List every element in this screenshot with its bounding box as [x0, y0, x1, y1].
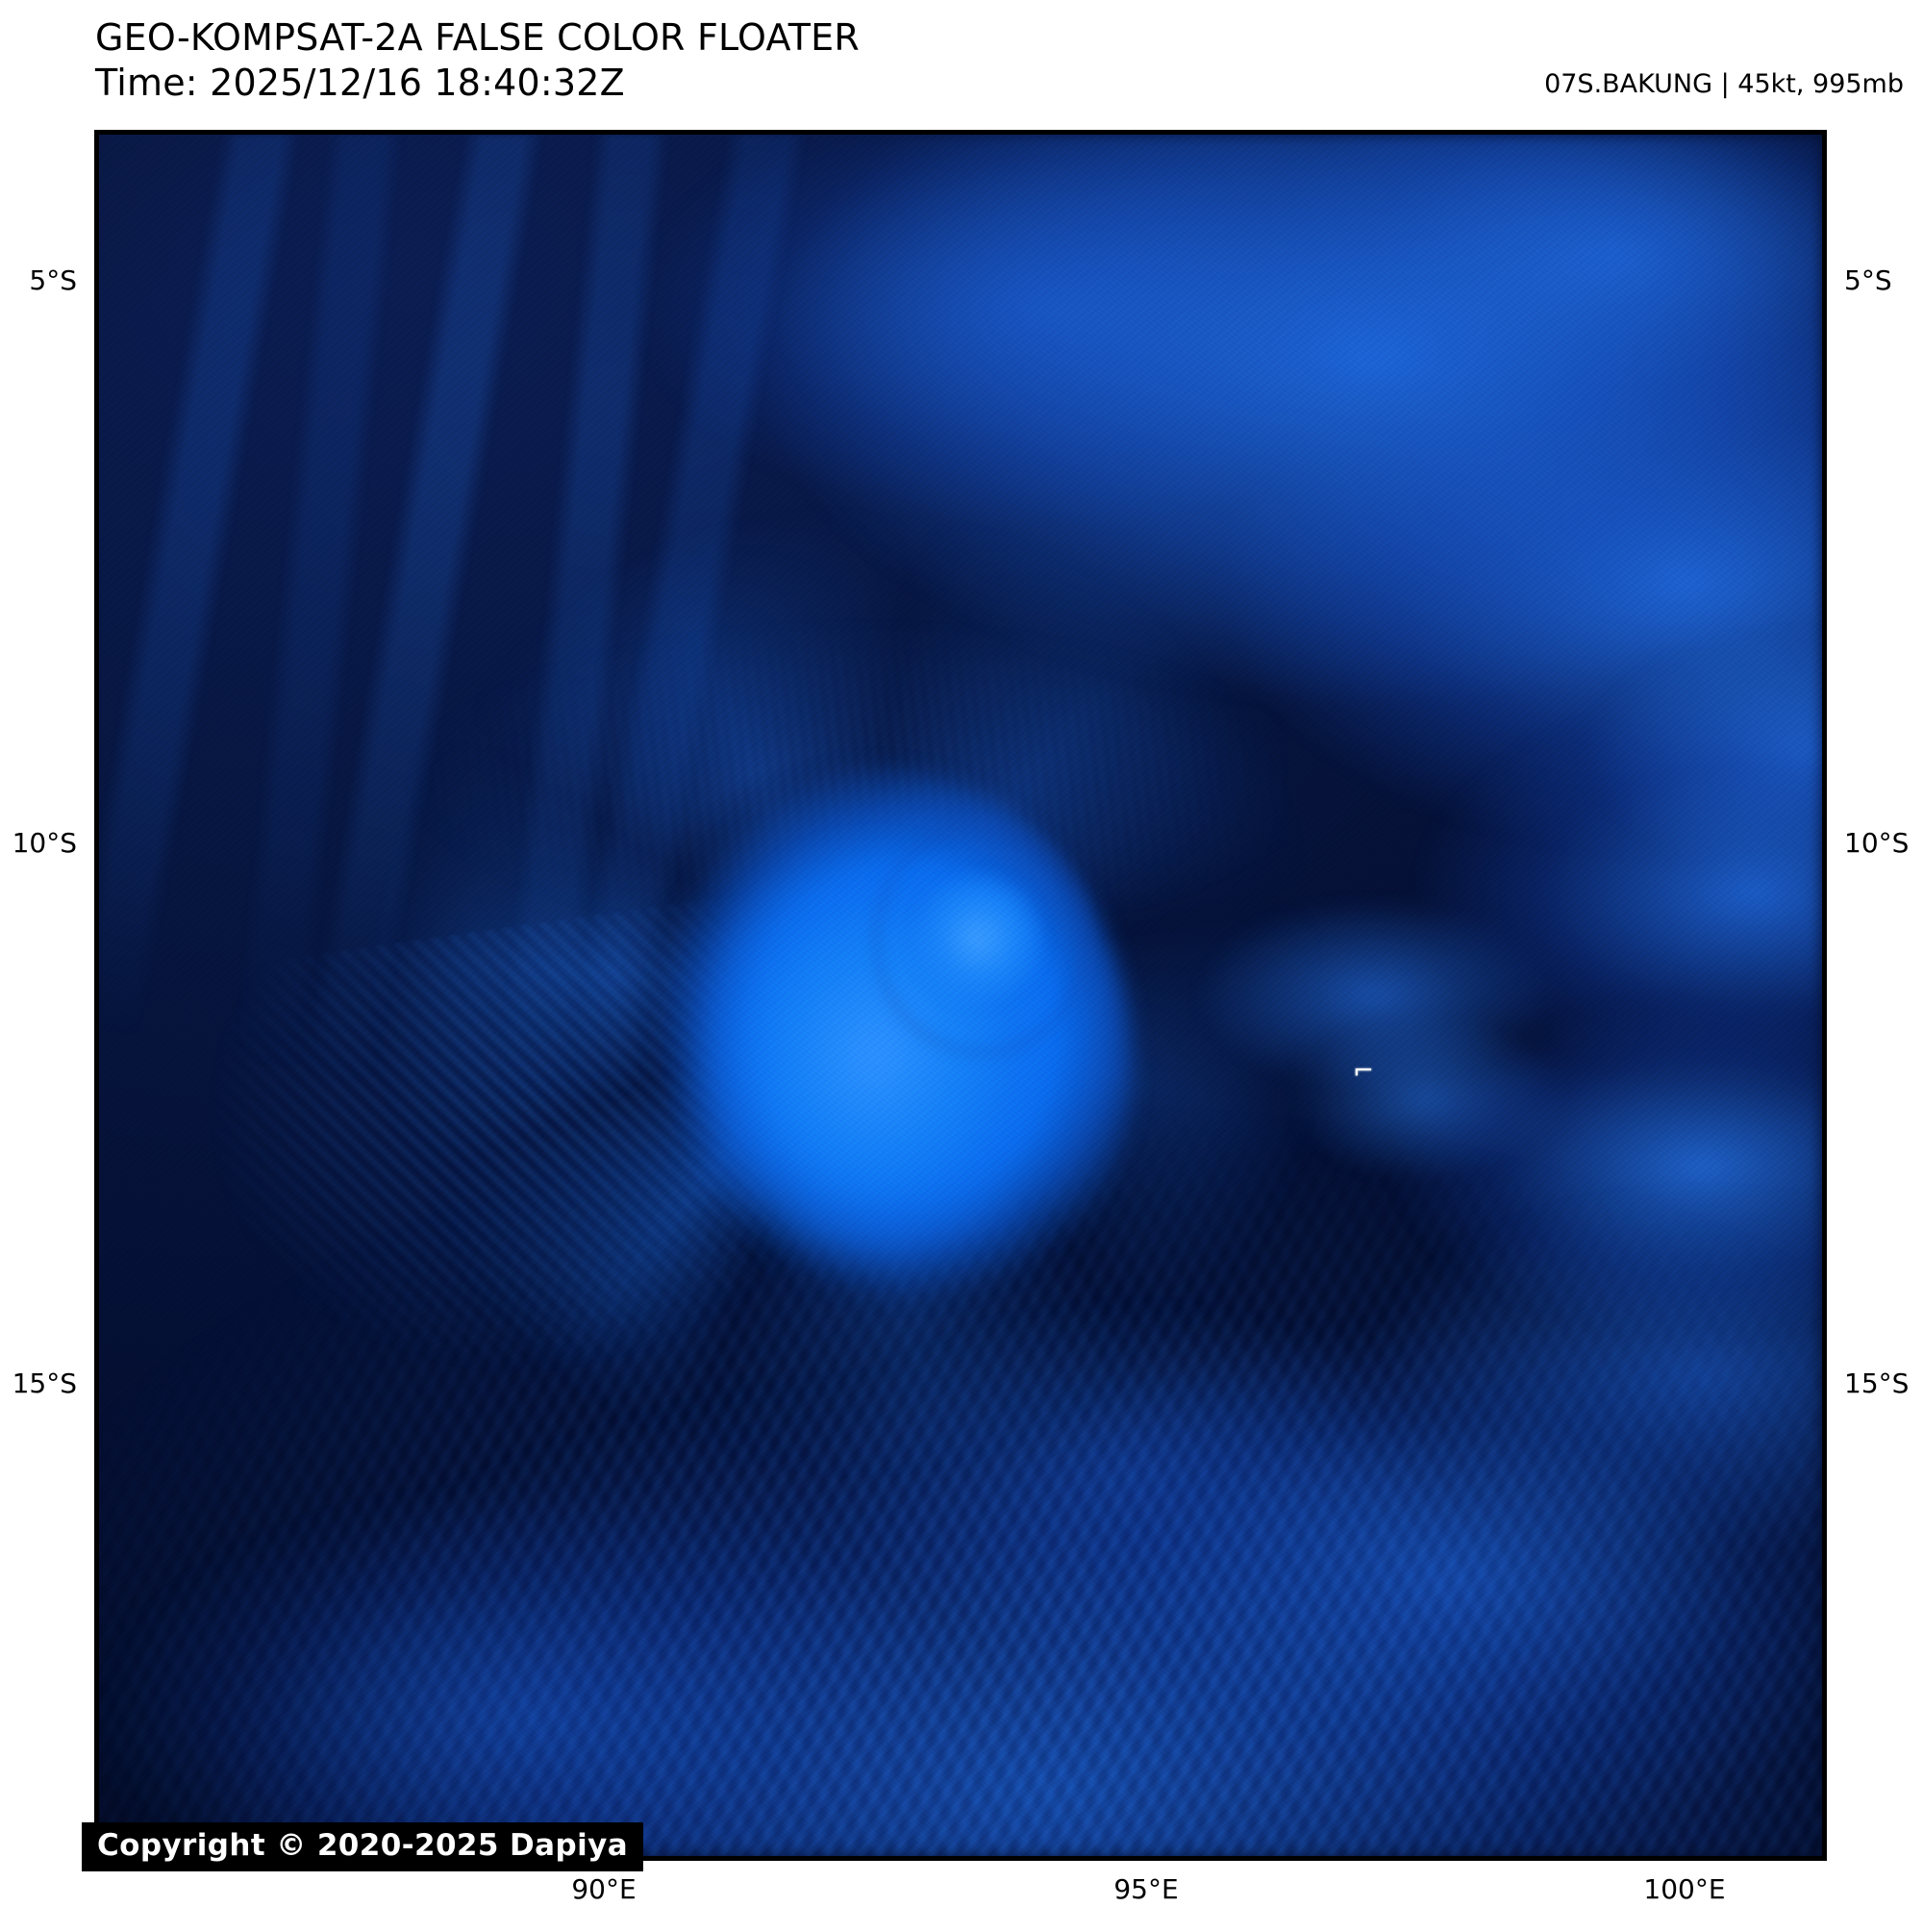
lat-tick-left-5s: 5°S: [29, 264, 77, 296]
lat-tick-right-15s: 15°S: [1844, 1367, 1910, 1399]
lon-tick-100e: 100°E: [1643, 1873, 1726, 1905]
storm-info-label: 07S.BAKUNG | 45kt, 995mb: [1544, 69, 1904, 99]
header-left-block: GEO-KOMPSAT-2A FALSE COLOR FLOATER Time:…: [95, 15, 860, 106]
storm-eye: [909, 868, 1047, 1009]
lat-tick-left-15s: 15°S: [12, 1367, 77, 1399]
image-frame-border: [94, 130, 1827, 1861]
sensor-grain-layer: [99, 135, 1822, 1856]
lat-tick-right-5s: 5°S: [1844, 264, 1892, 296]
satellite-imagery[interactable]: [99, 135, 1822, 1856]
lon-tick-90e: 90°E: [571, 1873, 637, 1905]
vignette-layer: [99, 135, 1822, 1856]
lat-tick-left-10s: 10°S: [12, 827, 77, 859]
lat-tick-right-10s: 10°S: [1844, 827, 1910, 859]
copyright-badge: Copyright © 2020-2025 Dapiya: [82, 1822, 644, 1871]
header: GEO-KOMPSAT-2A FALSE COLOR FLOATER Time:…: [0, 0, 1923, 130]
tropical-cyclone: [131, 468, 1323, 1604]
timestamp-label: Time: 2025/12/16 18:40:32Z: [95, 62, 625, 104]
satellite-image-panel[interactable]: [94, 130, 1827, 1861]
page-title: GEO-KOMPSAT-2A FALSE COLOR FLOATER: [95, 16, 860, 59]
lon-tick-95e: 95°E: [1113, 1873, 1179, 1905]
storm-center-marker-icon: ⌐: [1353, 1057, 1374, 1086]
